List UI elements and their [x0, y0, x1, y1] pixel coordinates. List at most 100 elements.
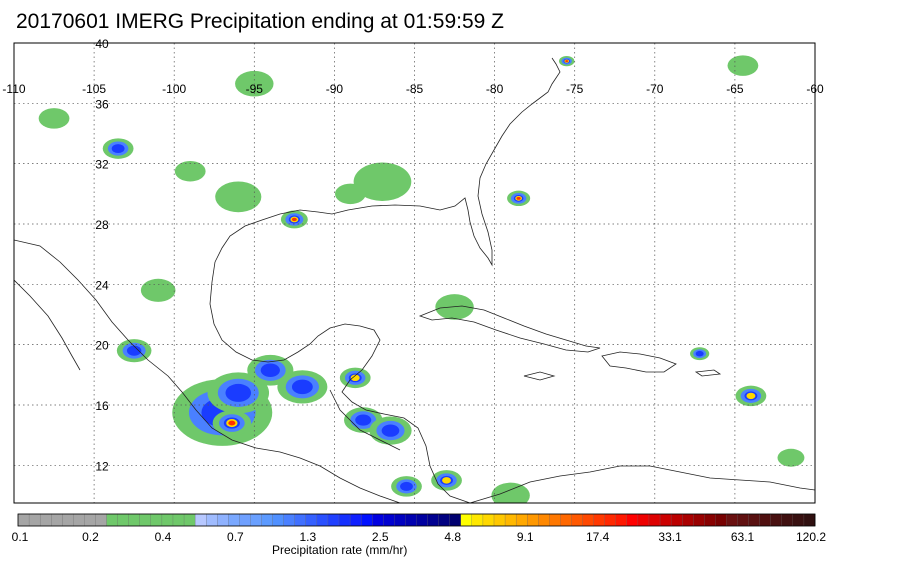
rain-cell	[507, 190, 531, 207]
colorbar-swatch	[239, 513, 251, 527]
longitude-labels: -110 -105 -100 -95 -90 -85 -80 -75 -70 -65 -60	[2, 82, 824, 96]
rain-cell-core	[350, 374, 360, 382]
rain-cell-peak	[228, 420, 236, 426]
latitude-label: 16	[95, 399, 109, 413]
rain-cell-inner	[695, 350, 704, 357]
rain-cell	[174, 160, 206, 182]
rain-cell-peak	[291, 217, 297, 222]
rain-cell-inner	[260, 363, 280, 378]
colorbar-swatch	[250, 513, 262, 527]
coastline-south-america	[469, 465, 815, 503]
rain-cell-outer	[777, 448, 805, 467]
colorbar-swatch	[117, 513, 130, 527]
colorbar-swatch	[62, 513, 74, 527]
colorbar-swatch	[438, 513, 451, 527]
colorbar-swatch	[405, 513, 417, 527]
colorbar-swatch	[493, 513, 506, 527]
rain-cell-core	[442, 477, 452, 484]
latitude-label: 32	[95, 158, 109, 172]
colorbar-swatch	[527, 513, 539, 527]
colorbar-swatch	[106, 513, 119, 527]
colorbar	[17, 513, 816, 527]
colorbar-swatch	[39, 513, 52, 527]
colorbar-swatch	[604, 513, 617, 527]
colorbar-swatch	[737, 513, 750, 527]
longitude-label: -65	[726, 82, 744, 96]
colorbar-tick-label: 0.7	[227, 530, 244, 544]
rain-cell	[140, 278, 176, 302]
colorbar-swatch	[471, 513, 484, 527]
rain-cell-outer	[38, 108, 70, 129]
rain-cell	[102, 138, 134, 159]
colorbar-swatch	[759, 513, 772, 527]
colorbar-swatch	[305, 513, 318, 527]
colorbar-swatch	[383, 513, 395, 527]
colorbar-swatch	[803, 513, 816, 527]
colorbar-swatch	[17, 513, 30, 527]
rain-cell	[559, 55, 575, 67]
map-frame	[13, 42, 816, 504]
colorbar-swatch	[361, 513, 373, 527]
colorbar-swatch	[217, 513, 229, 527]
colorbar-swatch	[615, 513, 628, 527]
colorbar-swatch	[670, 513, 683, 527]
colorbar-swatch	[416, 513, 429, 527]
rain-cell-core	[746, 392, 756, 400]
latitude-label: 24	[95, 278, 109, 292]
colorbar-swatch	[626, 513, 639, 527]
colorbar-tick-label: 0.4	[155, 530, 172, 544]
coastline-baja	[14, 279, 81, 371]
rain-cell-inner	[126, 345, 142, 356]
colorbar-swatch	[549, 513, 561, 527]
longitude-label: -100	[162, 82, 186, 96]
colorbar-tick-label: 1.3	[299, 530, 316, 544]
rain-cell-outer	[353, 162, 412, 201]
colorbar-swatch	[316, 513, 329, 527]
rain-cell	[353, 162, 412, 201]
rain-cell	[212, 410, 252, 436]
colorbar-swatch	[150, 513, 163, 527]
colorbar-tick-label: 2.5	[372, 530, 389, 544]
colorbar-swatch	[95, 513, 108, 527]
colorbar-swatch	[781, 513, 794, 527]
colorbar-swatch	[659, 513, 672, 527]
colorbar-swatch	[460, 513, 473, 527]
colorbar-tick-label: 0.2	[82, 530, 99, 544]
longitude-label: -105	[82, 82, 106, 96]
colorbar-tick-label: 0.1	[12, 530, 29, 544]
rain-cell-outer	[215, 181, 262, 213]
rain-cell	[690, 347, 710, 361]
latitude-label: 36	[95, 97, 109, 111]
coastline-hispaniola	[601, 351, 677, 373]
rain-cell-inner	[381, 424, 400, 437]
rain-cell	[727, 55, 759, 76]
colorbar-swatch	[770, 513, 783, 527]
longitude-label: -95	[246, 82, 264, 96]
rain-cell-outer	[727, 55, 759, 76]
rain-cell	[38, 108, 70, 129]
rain-cell	[431, 470, 462, 491]
latitude-labels: 40 36 32 28 24 20 16 12	[95, 37, 109, 473]
latitude-label: 28	[95, 218, 109, 232]
colorbar-swatch	[538, 513, 550, 527]
colorbar-frame	[17, 513, 816, 527]
longitude-label: -90	[326, 82, 344, 96]
coastline-mexico-gulf	[209, 261, 471, 503]
colorbar-swatch	[128, 513, 141, 527]
colorbar-swatch	[394, 513, 406, 527]
colorbar-swatch	[560, 513, 572, 527]
colorbar-swatch	[206, 513, 218, 527]
colorbar-swatch	[726, 513, 738, 527]
coastline-cuba	[418, 305, 601, 353]
rain-cell-inner	[400, 481, 413, 491]
colorbar-swatch	[449, 513, 462, 527]
colorbar-swatch	[294, 513, 307, 527]
colorbar-swatch	[338, 513, 351, 527]
coastline-mexico-west	[14, 239, 401, 503]
colorbar-swatch	[261, 513, 274, 527]
rain-cell	[116, 339, 152, 363]
rain-cell	[277, 370, 328, 404]
colorbar-swatch	[648, 513, 661, 527]
rain-cell-inner	[355, 414, 372, 426]
